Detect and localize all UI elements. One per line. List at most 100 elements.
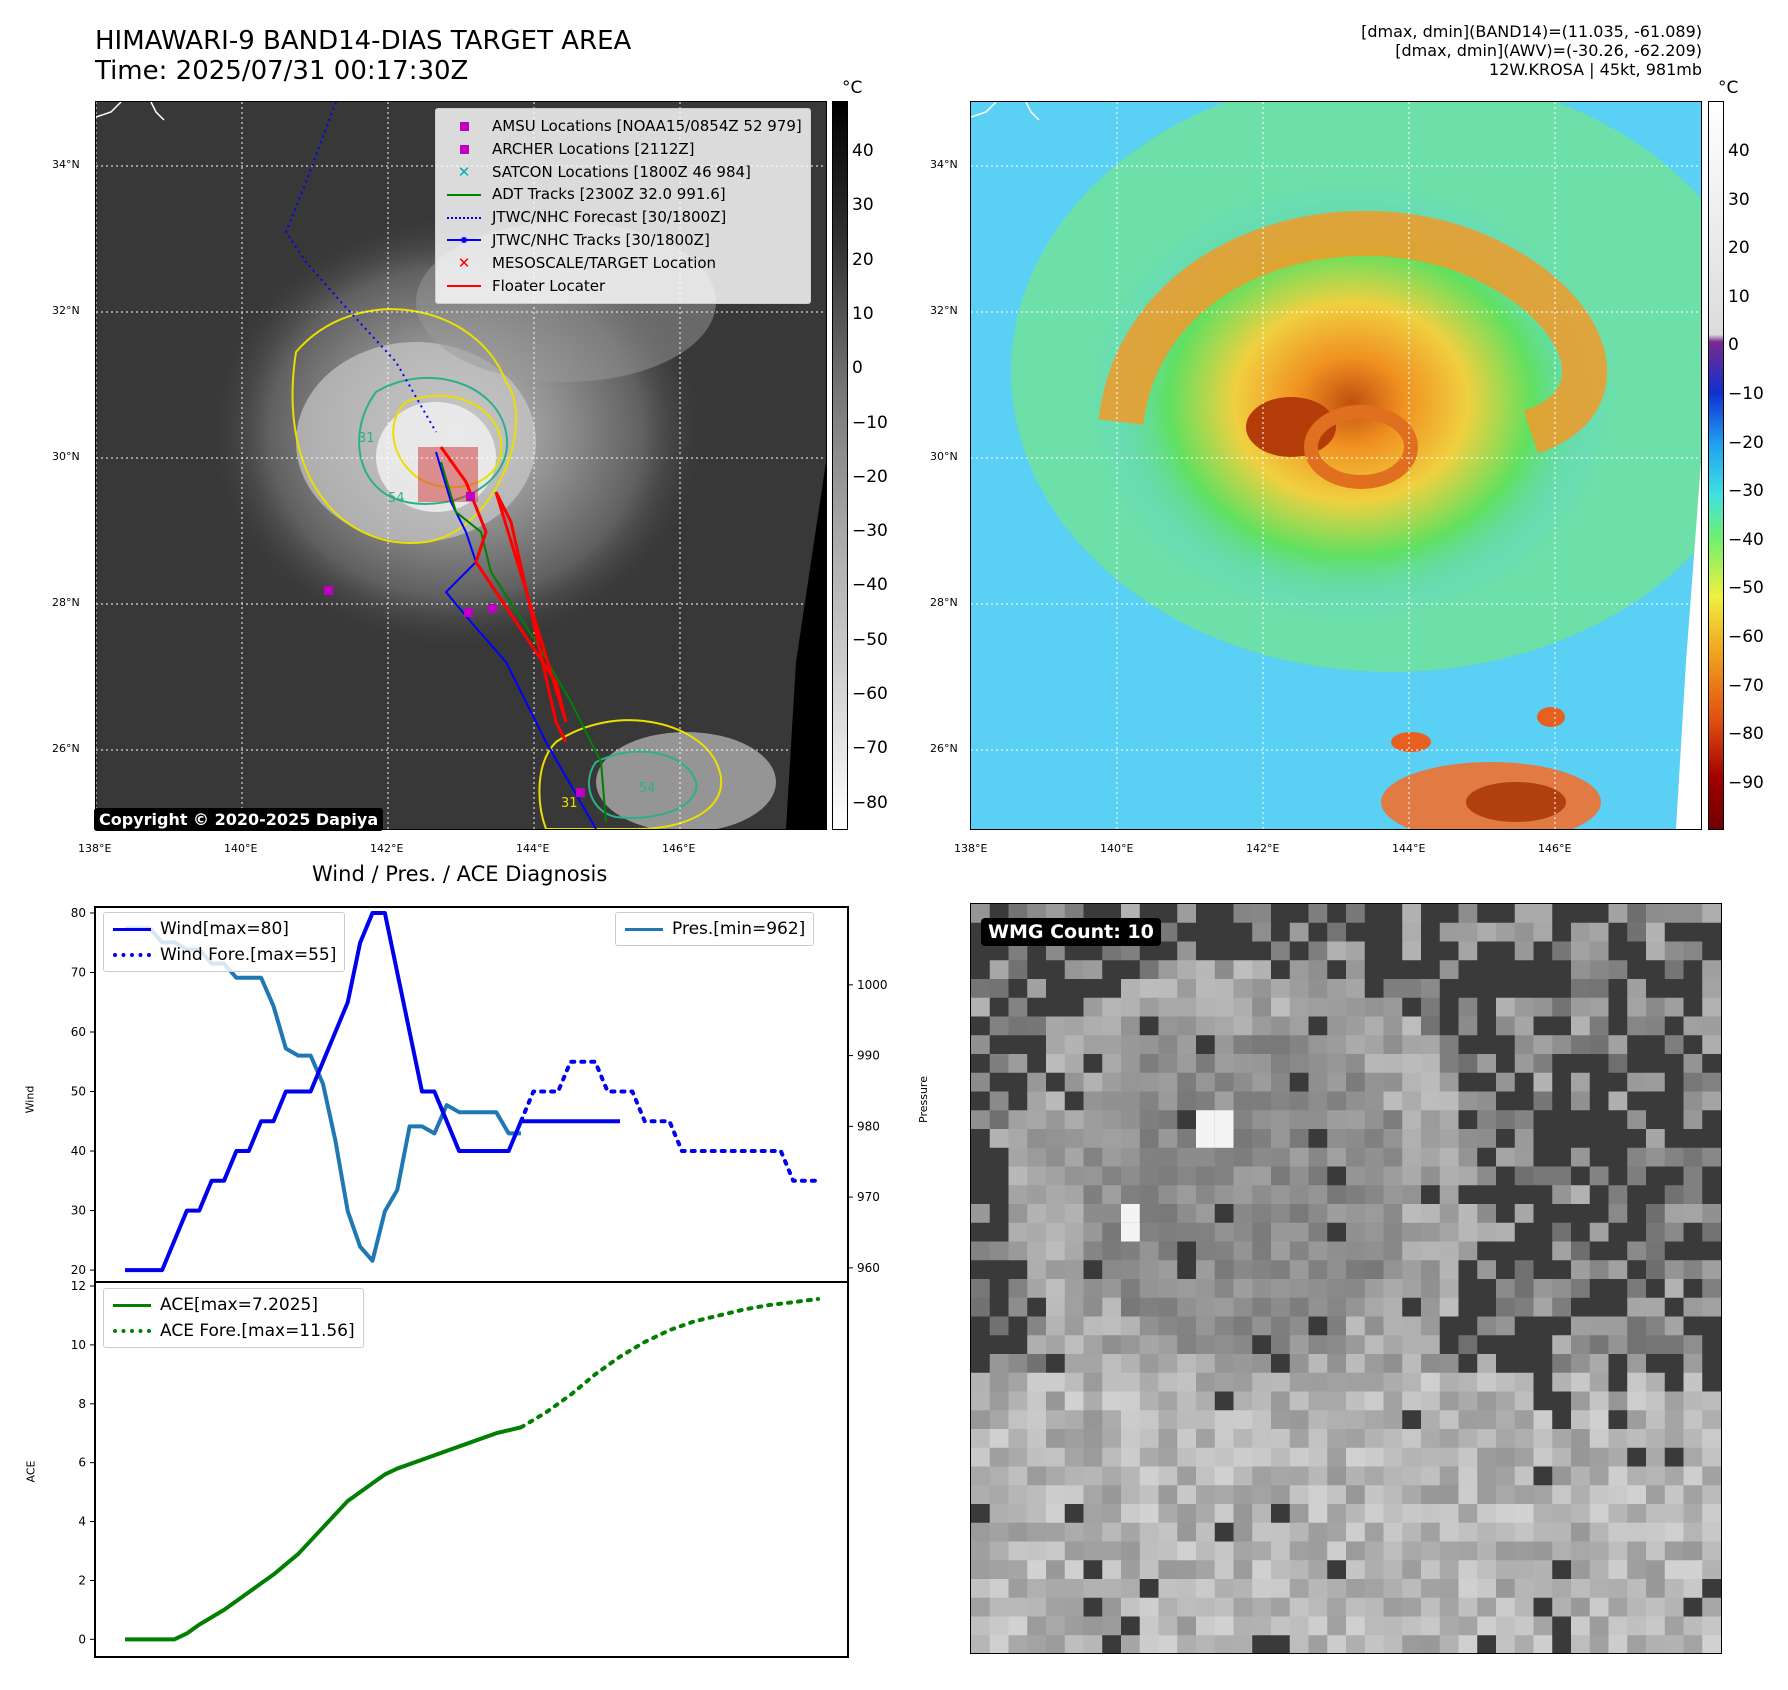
- legend-wind-fore: Wind Fore.[max=55]: [112, 942, 336, 968]
- color-lat-label-1: 32°N: [930, 304, 958, 317]
- ir-lat-label-4: 26°N: [52, 742, 80, 755]
- legend-row-floater: Floater Locater: [444, 275, 802, 298]
- wind-legend: Wind[max=80] Wind Fore.[max=55]: [103, 912, 346, 972]
- wmg-panel: [970, 903, 1722, 1654]
- color-colorbar-tick-8: −40: [1728, 529, 1764, 550]
- color-lat-label-4: 26°N: [930, 742, 958, 755]
- ace-panel: 0 2 4 6 8 10 12: [71, 1279, 849, 1658]
- color-colorbar-tick-9: −50: [1728, 578, 1764, 599]
- ir-colorbar-tick-9: −50: [852, 629, 888, 650]
- wmg-count-badge: WMG Count: 10: [981, 918, 1161, 946]
- ir-lat-label-2: 30°N: [52, 450, 80, 463]
- pressure-ytick-label-4: 1000: [857, 978, 888, 992]
- wind-forecast-line: [519, 1059, 820, 1183]
- color-lat-label-0: 34°N: [930, 158, 958, 171]
- color-colorbar: [1708, 101, 1724, 830]
- pressure-legend: Pres.[min=962]: [615, 912, 815, 946]
- copyright-badge: Copyright © 2020-2025 Dapiya: [94, 808, 384, 831]
- legend-ace: ACE[max=7.2025]: [112, 1292, 355, 1318]
- ir-colorbar-tick-5: −10: [852, 412, 888, 433]
- ir-colorbar-tick-8: −40: [852, 575, 888, 596]
- ir-colorbar-tick-2: 20: [852, 249, 874, 270]
- color-colorbar-tick-4: 0: [1728, 335, 1739, 356]
- ir-lat-label-0: 34°N: [52, 158, 80, 171]
- stats-awv: [dmax, dmin](AWV)=(-30.26, -62.209): [1395, 41, 1702, 60]
- ir-lon-label-1: 140°E: [224, 842, 258, 855]
- color-colorbar-tick-1: 30: [1728, 189, 1750, 210]
- color-colorbar-tick-3: 10: [1728, 286, 1750, 307]
- diagnosis-title: Wind / Pres. / ACE Diagnosis: [312, 862, 608, 886]
- ir-lon-label-3: 144°E: [516, 842, 550, 855]
- color-lon-label-4: 146°E: [1538, 842, 1572, 855]
- color-ir-map-panel: [970, 101, 1702, 830]
- color-colorbar-unit: °C: [1718, 78, 1739, 98]
- floater-track: [439, 446, 568, 743]
- legend-row-archer: ARCHER Locations [2112Z]: [444, 138, 802, 161]
- color-ir-map-canvas: [971, 102, 1701, 829]
- diagnosis-chart: 20 30 40 50 60 70 80 960 970 980 990 1000 0 2 4 6 8 10 12: [71, 906, 888, 1658]
- color-colorbar-tick-2: 20: [1728, 238, 1750, 259]
- ace-ytick-label-4: 8: [78, 1397, 86, 1411]
- wind-ytick-label-4: 60: [71, 1025, 86, 1039]
- legend-row-mesoscale: ✕ MESOSCALE/TARGET Location: [457, 253, 717, 272]
- ir-lat-label-3: 28°N: [52, 596, 80, 609]
- color-lon-label-0: 138°E: [954, 842, 988, 855]
- ace-ytick-label-6: 12: [71, 1279, 86, 1293]
- ir-colorbar-unit: °C: [842, 78, 863, 98]
- wmg-grid: [971, 904, 1721, 1653]
- ir-lon-label-4: 146°E: [662, 842, 696, 855]
- legend-ace-fore: ACE Fore.[max=11.56]: [112, 1318, 355, 1344]
- ace-forecast-line: [519, 1296, 820, 1430]
- adt-track: [440, 461, 607, 823]
- ir-colorbar-tick-1: 30: [852, 195, 874, 216]
- color-colorbar-tick-6: −20: [1728, 432, 1764, 453]
- legend-row-jtwc-forecast: JTWC/NHC Forecast [30/1800Z]: [444, 206, 802, 229]
- wind-ytick-label-3: 50: [71, 1085, 86, 1099]
- color-colorbar-tick-7: −30: [1728, 481, 1764, 502]
- color-lon-label-1: 140°E: [1100, 842, 1134, 855]
- ace-axis-label: ACE: [24, 1460, 38, 1483]
- wind-ytick-label-1: 30: [71, 1204, 86, 1218]
- pressure-ytick-label-0: 960: [857, 1261, 880, 1275]
- pressure-line: [125, 926, 521, 1263]
- ir-colorbar-tick-3: 10: [852, 303, 874, 324]
- contour-label-4: 54: [639, 781, 656, 796]
- figure-title: HIMAWARI-9 BAND14-DIAS TARGET AREA Time:…: [95, 26, 631, 86]
- ir-lat-label-1: 32°N: [52, 304, 80, 317]
- ir-colorbar: [832, 101, 848, 830]
- color-map-grid: [971, 102, 1701, 829]
- wind-axis-label: Wind: [23, 1085, 37, 1114]
- legend-wind: Wind[max=80]: [112, 916, 336, 942]
- wind-line: [125, 910, 620, 1273]
- ir-colorbar-tick-10: −60: [852, 684, 888, 704]
- amsu-markers: [324, 492, 585, 797]
- color-colorbar-tick-12: −80: [1728, 724, 1764, 745]
- pressure-ytick-label-3: 990: [857, 1049, 880, 1063]
- color-colorbar-tick-5: −10: [1728, 384, 1764, 404]
- pressure-axis-label: Pressure: [916, 1076, 930, 1123]
- stats-storm: 12W.KROSA | 45kt, 981mb: [1489, 60, 1702, 79]
- wind-ytick-label-2: 40: [71, 1144, 86, 1158]
- wind-ytick-label-0: 20: [71, 1263, 86, 1277]
- legend-row-jtwc-tracks: JTWC/NHC Tracks [30/1800Z]: [444, 229, 802, 252]
- legend-pressure: Pres.[min=962]: [624, 916, 805, 942]
- ace-legend: ACE[max=7.2025] ACE Fore.[max=11.56]: [103, 1288, 364, 1348]
- ir-colorbar-tick-4: 0: [852, 358, 863, 379]
- legend-row-adt: ADT Tracks [2300Z 32.0 991.6]: [444, 183, 802, 206]
- contour-label-2: 54: [388, 491, 405, 506]
- ir-map-legend: AMSU Locations [NOAA15/0854Z 52 979] ARC…: [435, 108, 811, 305]
- ir-lon-label-2: 142°E: [370, 842, 404, 855]
- legend-row-satcon: ✕ SATCON Locations [1800Z 46 984]: [457, 162, 751, 181]
- ace-line: [125, 1425, 522, 1642]
- title-line-1: HIMAWARI-9 BAND14-DIAS TARGET AREA: [95, 26, 632, 56]
- ace-ytick-label-0: 0: [78, 1632, 86, 1646]
- color-lat-label-2: 30°N: [930, 450, 958, 463]
- ir-colorbar-tick-11: −70: [852, 738, 888, 759]
- legend-row-amsu: AMSU Locations [NOAA15/0854Z 52 979]: [444, 115, 802, 138]
- ir-colorbar-tick-12: −80: [852, 792, 888, 813]
- ace-ytick-label-5: 10: [71, 1338, 86, 1352]
- ir-lon-label-0: 138°E: [78, 842, 112, 855]
- color-lon-label-3: 144°E: [1392, 842, 1426, 855]
- wind-ytick-label-6: 80: [71, 906, 86, 920]
- stats-block: [dmax, dmin](BAND14)=(11.035, -61.089) […: [1361, 22, 1702, 79]
